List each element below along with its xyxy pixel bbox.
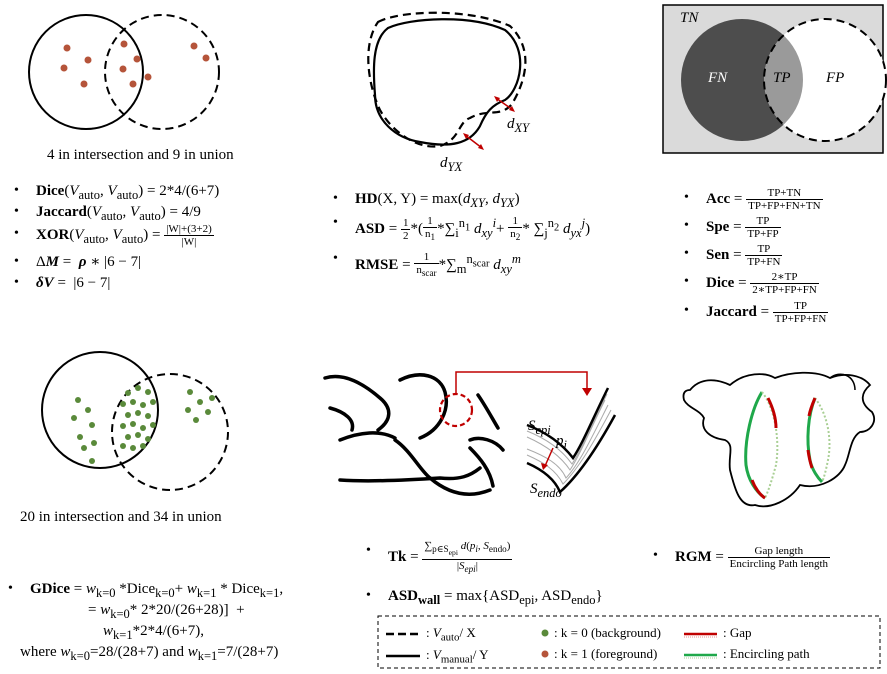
panel5-zoom xyxy=(438,371,617,495)
legend-k1-dot xyxy=(541,650,549,658)
panel3-label-fp: FP xyxy=(826,70,845,86)
panel1-delta-m: ΔM = ρ ∗ |6 − 7| xyxy=(14,251,141,273)
panel5-s-endo: Sendo xyxy=(530,481,562,500)
panel1-delta-v: δV = |6 − 7| xyxy=(14,272,111,294)
panel3-dice: Dice = 2∗TP2∗TP+FP+FN xyxy=(684,271,819,296)
panel2-hd: HD(X, Y) = max(dXY, dYX) xyxy=(333,188,520,214)
panel4-caption: 20 in intersection and 34 in union xyxy=(20,509,222,525)
panel1-dots xyxy=(60,40,210,88)
panel5-s-epi: Sepi xyxy=(528,418,551,437)
panel3-label-tp: TP xyxy=(773,70,791,86)
panel1-jaccard: Jaccard(Vauto, Vauto) = 4/9 xyxy=(14,201,201,227)
panel3-confusion-venn xyxy=(662,4,887,154)
panel1-caption: 4 in intersection and 9 in union xyxy=(47,147,234,163)
legend-gap-label: : Gap xyxy=(723,625,752,640)
panel4-dots xyxy=(71,385,215,464)
panel4-gdice-line3: wk=1*2*4/(6+7), xyxy=(103,623,204,642)
legend-solid-label: : Vmanual/ Y xyxy=(426,647,489,666)
panel2-label-dyx: dYX xyxy=(440,155,463,174)
panel1-venn xyxy=(28,14,220,130)
panel3-label-tn: TN xyxy=(680,10,699,26)
panel5-wall xyxy=(323,373,505,496)
panel3-label-fn: FN xyxy=(708,70,728,86)
panel4-venn xyxy=(41,351,229,491)
panel4-gdice-line2: = wk=0* 2*20/(26+28)] + xyxy=(88,602,245,621)
panel2-label-dxy: dXY xyxy=(507,116,530,135)
panel6-atrium xyxy=(682,371,875,508)
panel5-tk: Tk = ∑p∈Sepi d(pi, Sendo)|Sepi| xyxy=(366,540,513,575)
panel1-dice: Dice(Vauto, Vauto) = 2*4/(6+7) xyxy=(14,180,219,206)
legend-k0-dot xyxy=(541,629,549,637)
legend-k1-label: : k = 1 (foreground) xyxy=(554,646,658,661)
legend-k0-label: : k = 0 (background) xyxy=(554,625,661,640)
panel5-p-i: pi xyxy=(556,433,567,452)
legend-box xyxy=(377,615,881,669)
legend-encircle-label: : Encircling path xyxy=(723,646,810,661)
panel4-gdice-line1: GDice = wk=0 *Dicek=0+ wk=1 * Dicek=1, xyxy=(8,578,283,604)
panel2-contours xyxy=(367,11,527,150)
panel1-xor: XOR(Vauto, Vauto) = |W|+(3+2)|W| xyxy=(14,223,214,250)
panel2-asd: ASD = 12*(1n1*∑in1 dxyi+ 1n2* ∑jn2 dyxj) xyxy=(333,212,590,244)
panel5-asd-wall: ASDwall = max{ASDepi, ASDendo} xyxy=(366,585,603,611)
panel4-gdice-line4: where wk=0=28/(28+7) and wk=1=7/(28+7) xyxy=(20,644,279,663)
legend-dashed-label: : Vauto/ X xyxy=(426,625,476,644)
